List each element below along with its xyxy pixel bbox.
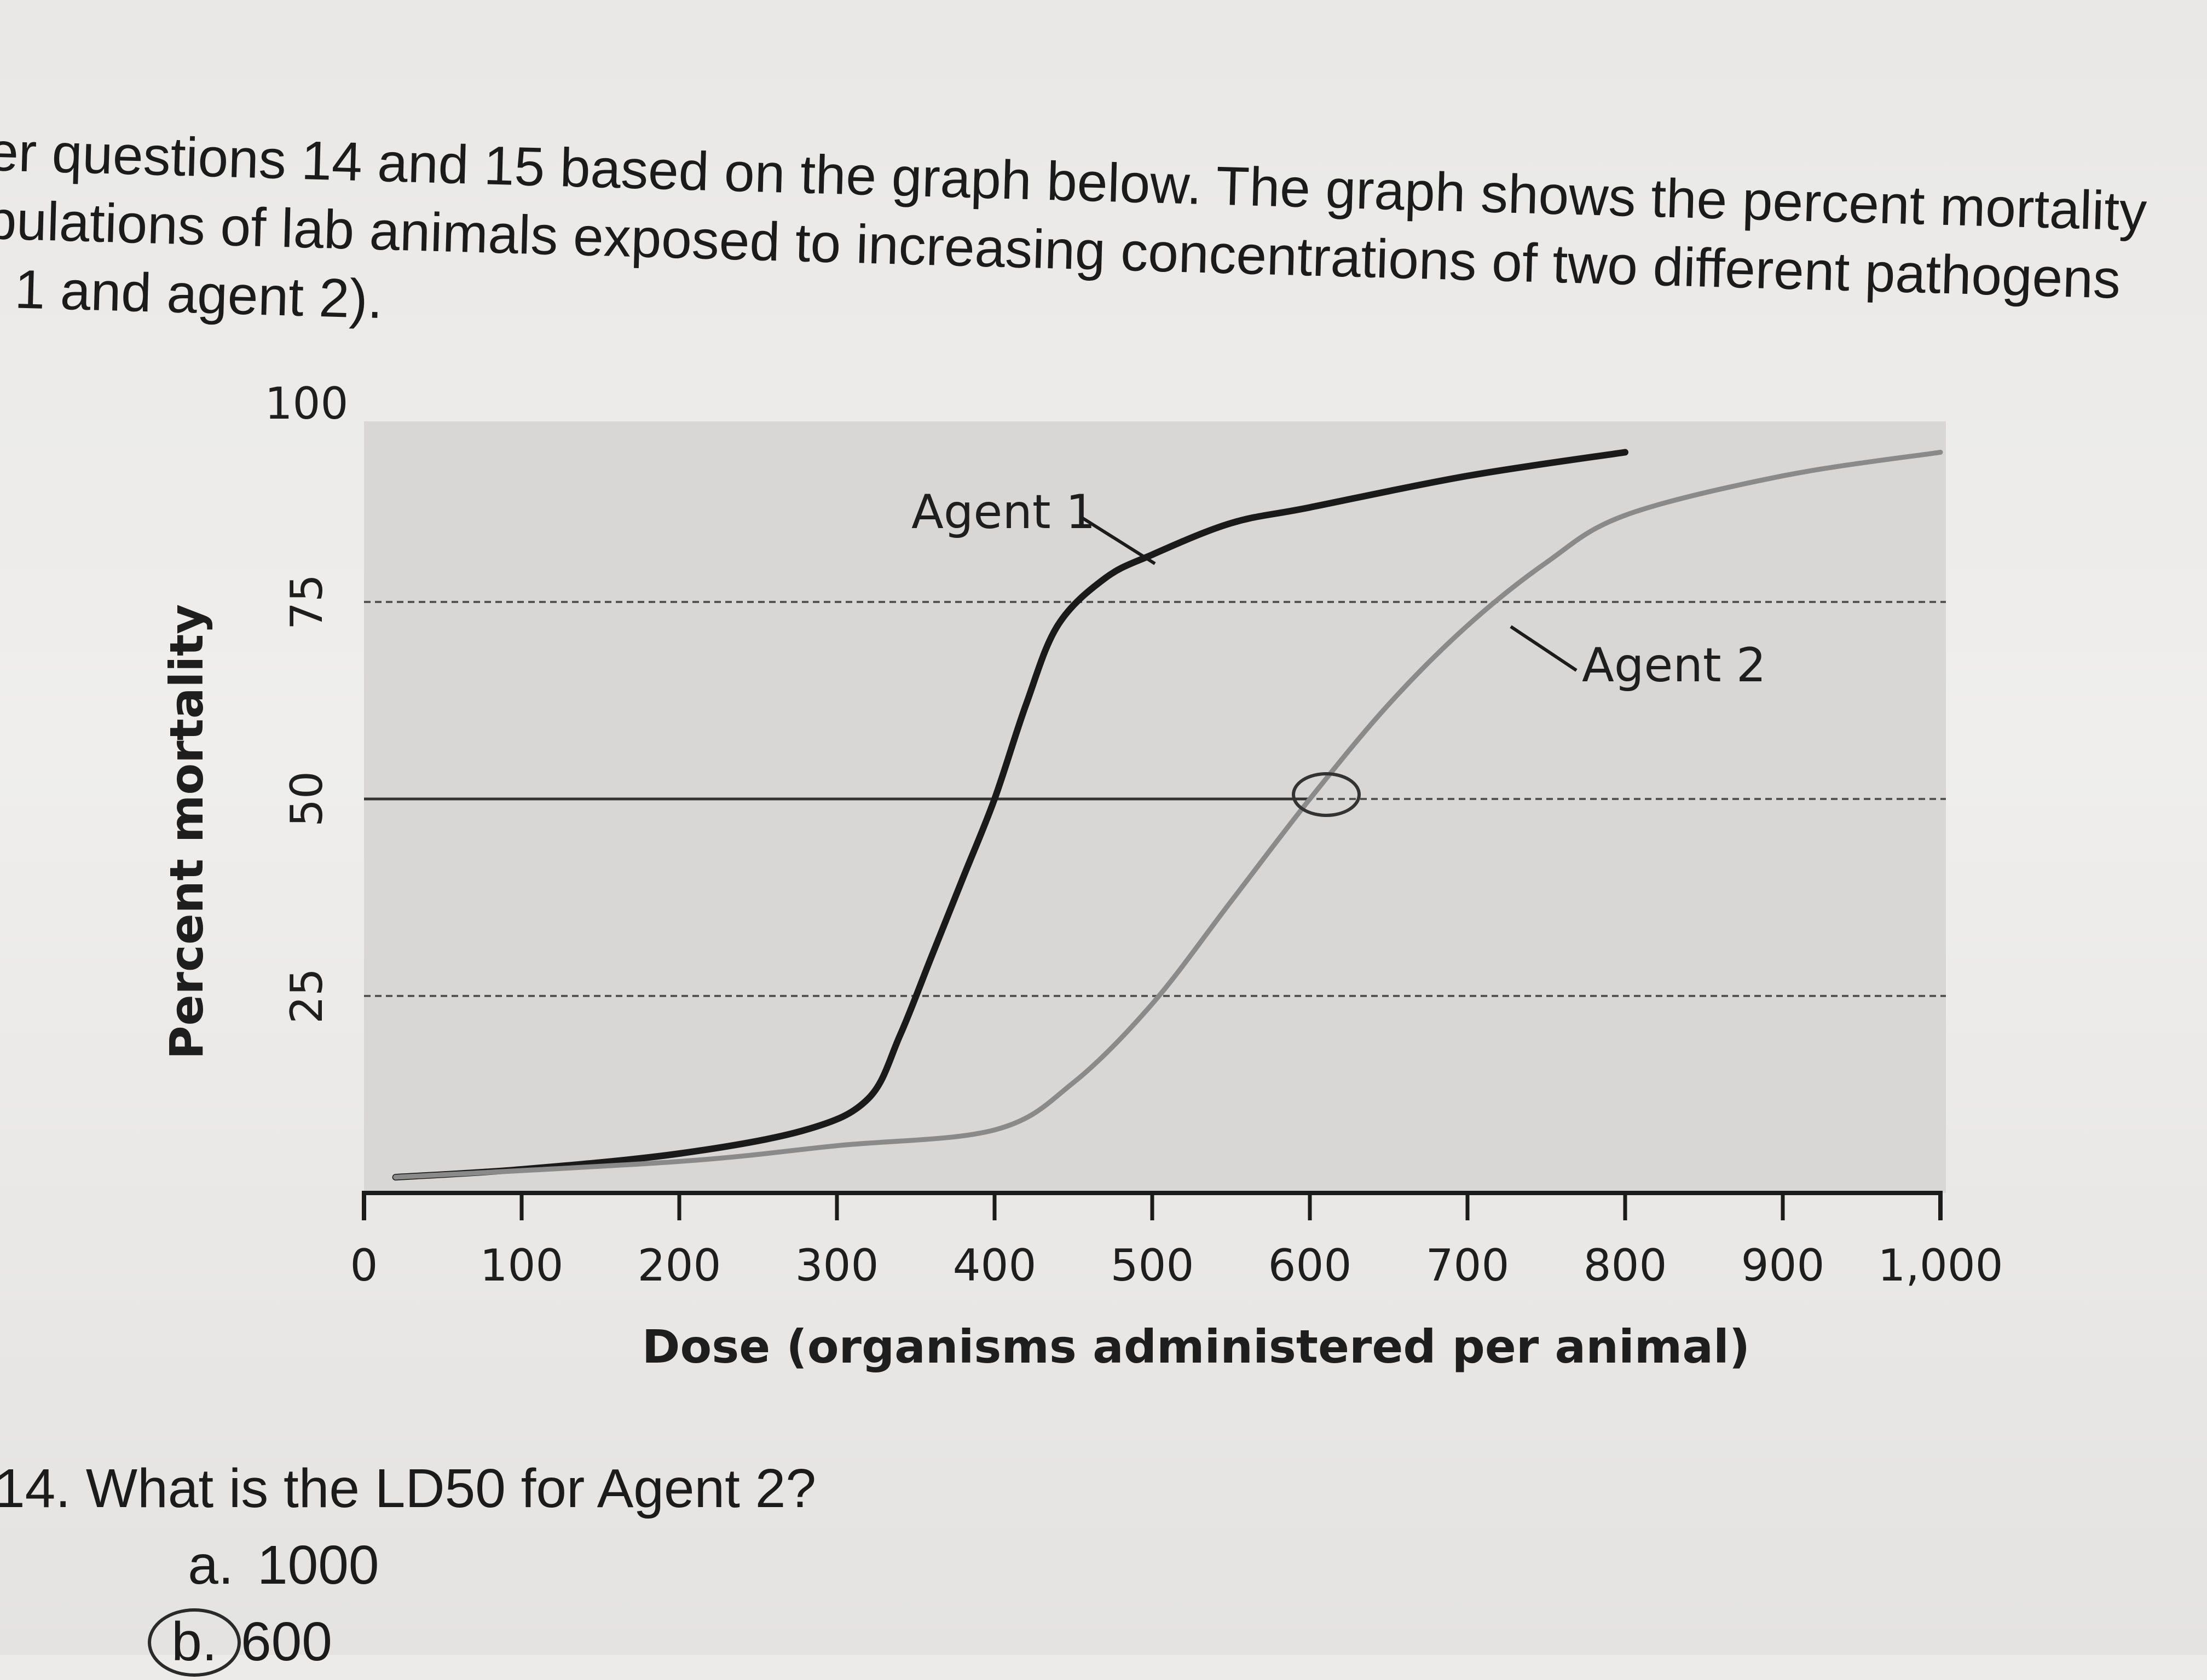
option-b[interactable]: b. 600 — [0, 1603, 816, 1680]
x-tick-label: 200 — [638, 1240, 721, 1291]
x-tick-label: 900 — [1741, 1240, 1825, 1291]
x-axis-title: Dose (organisms administered per animal) — [642, 1320, 1750, 1374]
x-tick-label: 0 — [350, 1240, 378, 1291]
x-tick-label: 100 — [480, 1240, 564, 1291]
option-b-value: 600 — [241, 1611, 332, 1672]
x-tick-label: 700 — [1426, 1240, 1510, 1291]
chart: 0 100 200 300 400 500 600 700 800 900 1,000 25 50 75 1… — [160, 378, 2003, 1374]
option-a-letter: a. — [188, 1534, 234, 1596]
option-a-value: 1000 — [257, 1534, 379, 1596]
x-tick-label: 600 — [1268, 1240, 1352, 1291]
y-tick-label: 100 — [265, 378, 349, 429]
ld50-circle-mark — [1292, 772, 1361, 817]
agent-1-label: Agent 1 — [911, 485, 1096, 540]
y-tick-label: 25 — [281, 968, 332, 1024]
y-axis-title: Percent mortality — [160, 604, 213, 1059]
series-line-1 — [392, 449, 1628, 1181]
x-tick-label: 400 — [953, 1240, 1037, 1291]
question-14: 14. What is the LD50 for Agent 2? a. 1000… — [0, 1450, 816, 1680]
y-tick-label: 75 — [281, 574, 332, 630]
option-b-letter-circled: b. — [148, 1608, 241, 1677]
series-line-2 — [393, 449, 1943, 1180]
plot-background — [364, 421, 1946, 1193]
x-tick-label: 300 — [795, 1240, 879, 1291]
chart-svg: 0 100 200 300 400 500 600 700 800 900 1,000 25 50 75 1… — [160, 378, 2003, 1374]
agent-2-leader — [1510, 625, 1578, 672]
x-tick-label: 800 — [1584, 1240, 1667, 1291]
y-tick-label: 50 — [281, 771, 332, 827]
agent-1-leader — [1080, 515, 1156, 565]
option-a[interactable]: a. 1000 — [0, 1527, 816, 1603]
x-tick-label: 500 — [1111, 1240, 1194, 1291]
agent-2-label: Agent 2 — [1582, 638, 1766, 693]
x-tick-label: 1,000 — [1877, 1240, 2003, 1291]
question-text: 14. What is the LD50 for Agent 2? — [0, 1458, 816, 1519]
